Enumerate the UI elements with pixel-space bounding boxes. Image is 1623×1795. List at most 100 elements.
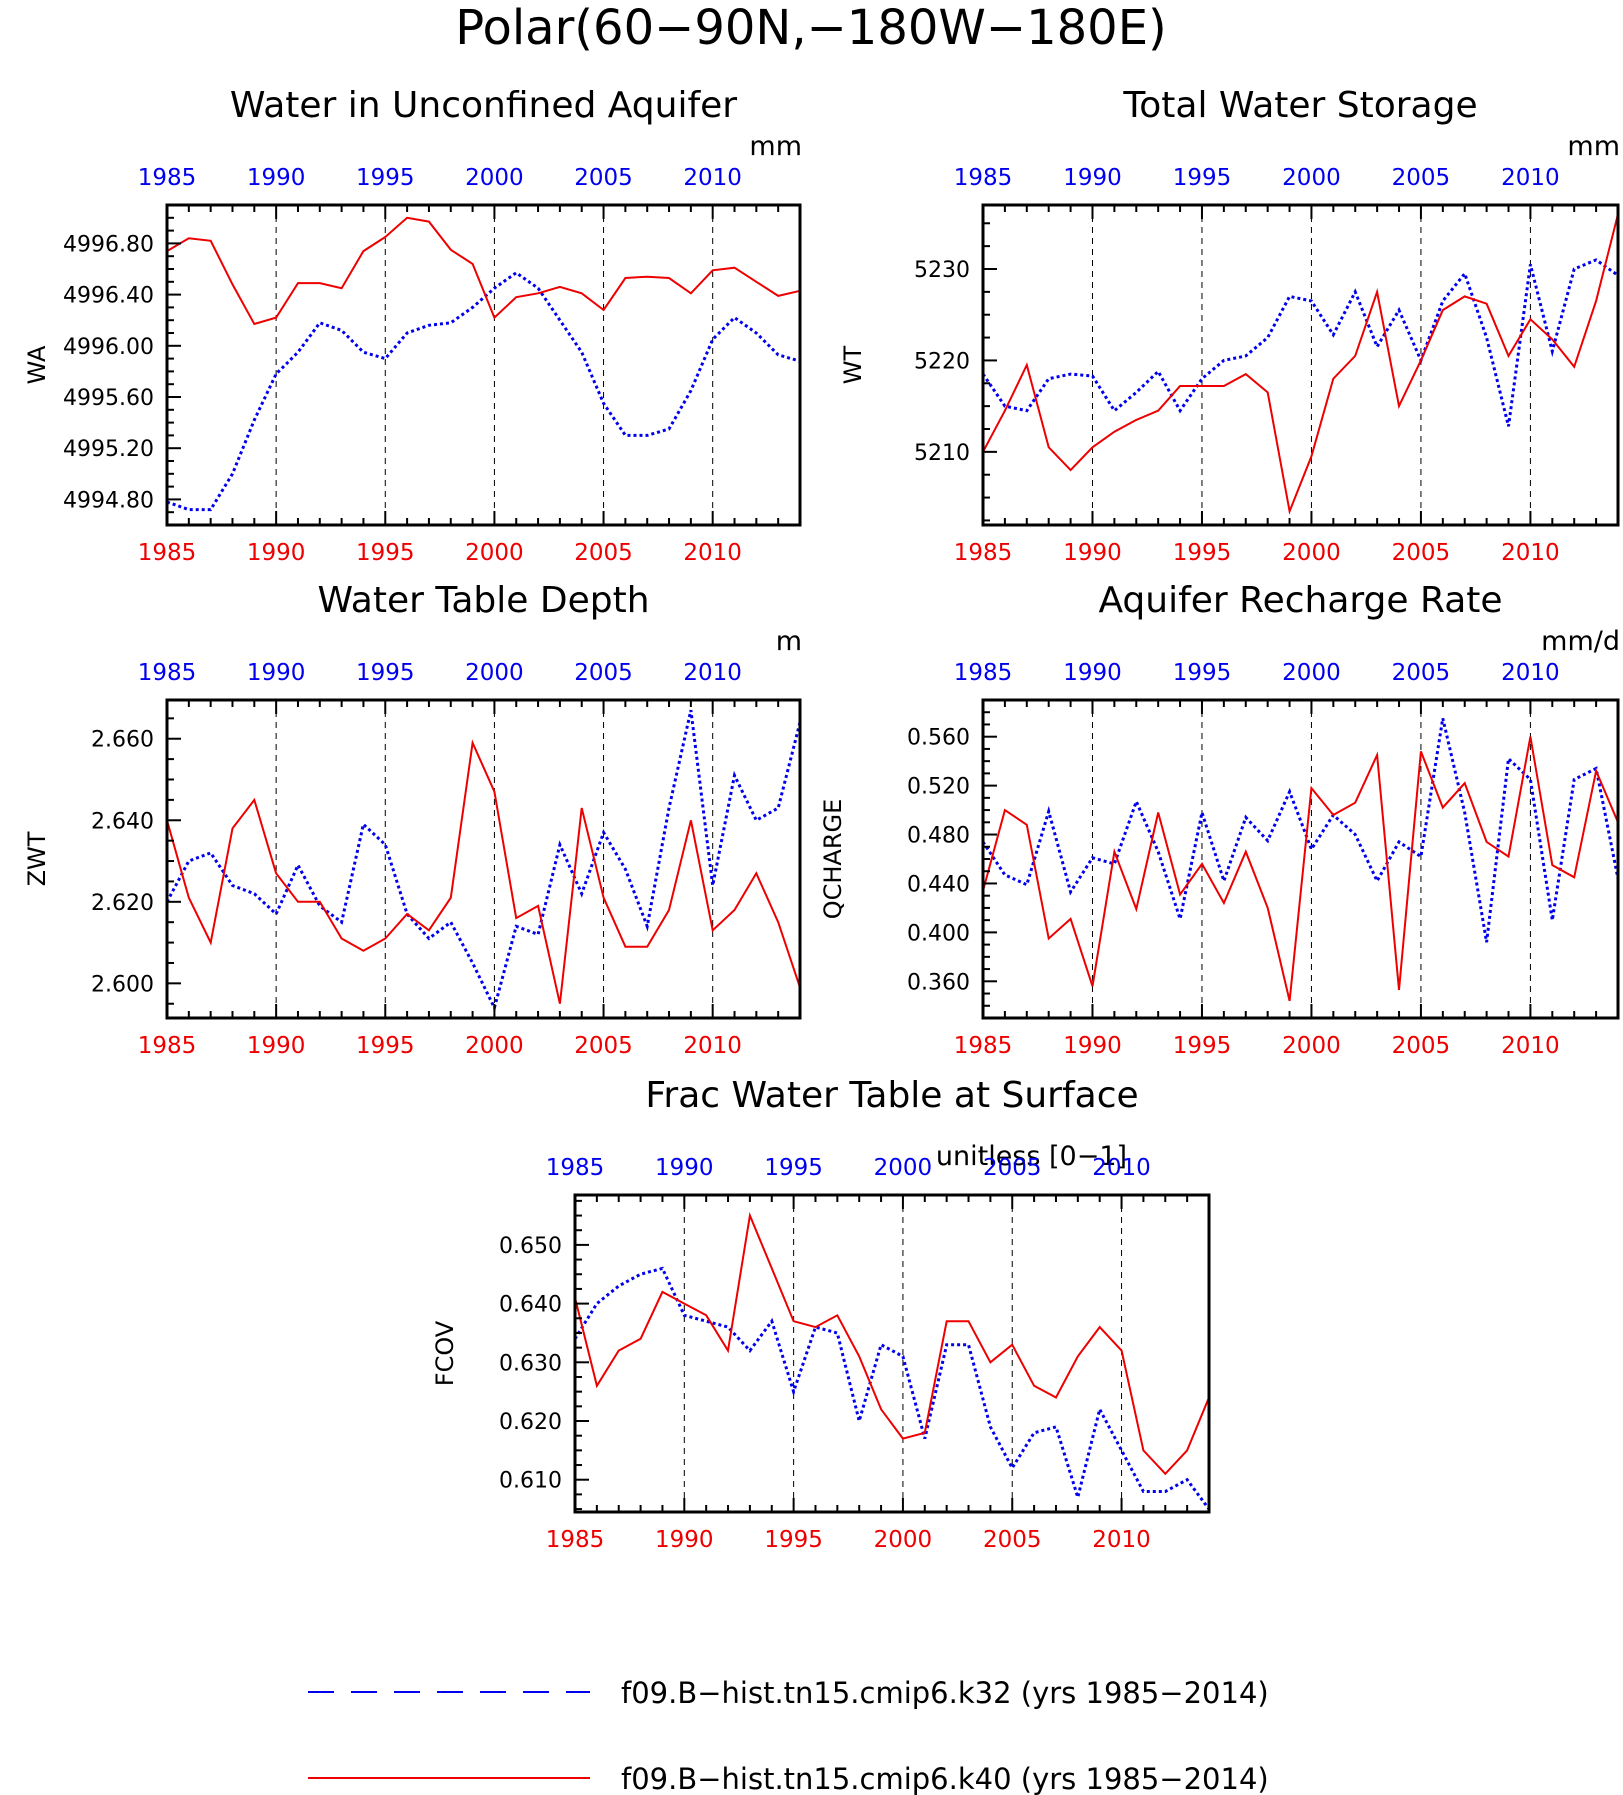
panel-2: Total Water Storage mm WT 1985 1985 1990 1990 1… (839, 85, 1620, 566)
x-tick-label-bottom: 2000 (465, 540, 524, 566)
x-tick-label-bottom: 2005 (574, 540, 633, 566)
x-tick-label-bottom: 2005 (1392, 540, 1451, 566)
y-tick-label: 4995.60 (63, 386, 154, 411)
x-tick-label-top: 2000 (1282, 660, 1341, 686)
x-tick-label-bottom: 2005 (983, 1527, 1042, 1553)
x-tick-label-bottom: 1990 (1063, 1033, 1122, 1059)
panel-title: Frac Water Table at Surface (645, 1075, 1138, 1116)
y-tick-label: 4994.80 (63, 488, 154, 513)
x-tick-label-top: 1985 (546, 1155, 605, 1181)
y-tick-label: 4995.20 (63, 437, 154, 462)
x-tick-label-top: 1995 (764, 1155, 823, 1181)
x-tick-label-bottom: 2000 (1282, 1033, 1341, 1059)
x-tick-label-bottom: 2000 (874, 1527, 933, 1553)
x-tick-label-top: 2010 (1092, 1155, 1151, 1181)
x-tick-label-top: 2005 (1392, 660, 1451, 686)
series-line-k40 (982, 736, 1619, 1002)
x-tick-label-top: 2000 (465, 660, 524, 686)
units-label: mm/d (1541, 626, 1620, 657)
x-tick-label-top: 1995 (1173, 165, 1232, 191)
panel-5: Frac Water Table at Surface unitless [0−1… (431, 1075, 1211, 1553)
x-tick-label-top: 1990 (247, 165, 306, 191)
y-axis-label: WA (23, 345, 51, 384)
series-line-k40 (982, 213, 1619, 515)
y-tick-label: 2.640 (91, 809, 154, 834)
y-tick-label: 0.360 (907, 970, 970, 995)
x-tick-label-top: 2005 (574, 660, 633, 686)
x-tick-label-top: 1985 (954, 660, 1013, 686)
legend: f09.B−hist.tn15.cmip6.k32 (yrs 1985−2014… (308, 1676, 1269, 1795)
panel-title: Aquifer Recharge Rate (1098, 580, 1502, 621)
y-tick-label: 5210 (914, 441, 970, 466)
series-line-k40 (574, 1211, 1210, 1476)
panel-title: Total Water Storage (1122, 85, 1477, 126)
x-tick-label-bottom: 1995 (764, 1527, 823, 1553)
x-tick-label-top: 1990 (655, 1155, 714, 1181)
x-tick-label-bottom: 2005 (574, 1033, 633, 1059)
x-tick-label-bottom: 2010 (1501, 540, 1560, 566)
x-tick-label-top: 1990 (247, 660, 306, 686)
x-tick-label-top: 2000 (874, 1155, 933, 1181)
figure-title: Polar(60−90N,−180W−180E) (455, 0, 1167, 56)
series-line-k40 (166, 216, 801, 326)
x-tick-label-bottom: 2000 (1282, 540, 1341, 566)
x-tick-label-top: 1995 (356, 660, 415, 686)
x-tick-label-top: 1985 (138, 165, 197, 191)
plot-frame (165, 698, 802, 1020)
y-tick-label: 4996.40 (63, 284, 154, 309)
y-tick-label: 0.400 (907, 921, 970, 946)
x-tick-label-top: 2010 (1501, 165, 1560, 191)
x-tick-label-top: 2005 (1392, 165, 1451, 191)
x-tick-label-bottom: 2000 (465, 1033, 524, 1059)
y-axis-label: QCHARGE (819, 799, 847, 920)
y-tick-label: 4996.80 (63, 232, 154, 257)
y-tick-label: 0.630 (499, 1351, 562, 1376)
x-tick-label-bottom: 2010 (683, 540, 742, 566)
series-line-k32 (165, 709, 802, 1013)
x-tick-label-top: 1990 (1063, 660, 1122, 686)
y-axis-label: WT (839, 345, 867, 384)
x-tick-label-bottom: 1985 (954, 1033, 1013, 1059)
x-tick-label-top: 2010 (683, 660, 742, 686)
units-label: unitless [0−1] (936, 1141, 1127, 1172)
x-tick-label-bottom: 1985 (138, 1033, 197, 1059)
x-tick-label-bottom: 1995 (356, 540, 415, 566)
series-line-k32 (981, 717, 1620, 943)
y-tick-label: 2.600 (91, 972, 154, 997)
x-tick-label-bottom: 1990 (247, 540, 306, 566)
panel-title: Water Table Depth (317, 580, 649, 621)
units-label: mm (1567, 131, 1620, 162)
units-label: mm (749, 131, 802, 162)
y-axis-label: ZWT (23, 831, 51, 886)
x-tick-label-top: 2005 (983, 1155, 1042, 1181)
series-line-k32 (166, 270, 801, 512)
x-tick-label-bottom: 1985 (954, 540, 1013, 566)
y-tick-label: 2.620 (91, 891, 154, 916)
x-tick-label-bottom: 1995 (356, 1033, 415, 1059)
y-tick-label: 2.660 (91, 728, 154, 753)
panels: Water in Unconfined Aquifer mm WA 1985 1985 1… (23, 85, 1620, 1553)
x-tick-label-bottom: 2005 (1392, 1033, 1451, 1059)
y-tick-label: 0.520 (907, 775, 970, 800)
y-tick-label: 0.640 (499, 1293, 562, 1318)
x-tick-label-bottom: 2010 (1501, 1033, 1560, 1059)
x-tick-label-bottom: 1995 (1173, 540, 1232, 566)
plot-frame (981, 203, 1620, 527)
x-tick-label-top: 2000 (465, 165, 524, 191)
legend-label-k32: f09.B−hist.tn15.cmip6.k32 (yrs 1985−2014… (621, 1676, 1269, 1710)
x-tick-label-top: 1985 (954, 165, 1013, 191)
plot-frame (981, 698, 1620, 1020)
x-tick-label-bottom: 1985 (138, 540, 197, 566)
x-tick-label-bottom: 1995 (1173, 1033, 1232, 1059)
y-tick-label: 0.560 (907, 726, 970, 751)
panel-4: Aquifer Recharge Rate mm/d QCHARGE 1985 1985… (819, 580, 1620, 1059)
x-tick-label-top: 2000 (1282, 165, 1341, 191)
y-axis-label: FCOV (431, 1320, 459, 1386)
y-tick-label: 0.440 (907, 872, 970, 897)
panel-3: Water Table Depth m ZWT 1985 1985 1990 1990 199… (23, 580, 802, 1059)
x-tick-label-bottom: 1990 (247, 1033, 306, 1059)
x-tick-label-top: 1995 (1173, 660, 1232, 686)
y-tick-label: 5230 (914, 258, 970, 283)
y-tick-label: 0.610 (499, 1469, 562, 1494)
